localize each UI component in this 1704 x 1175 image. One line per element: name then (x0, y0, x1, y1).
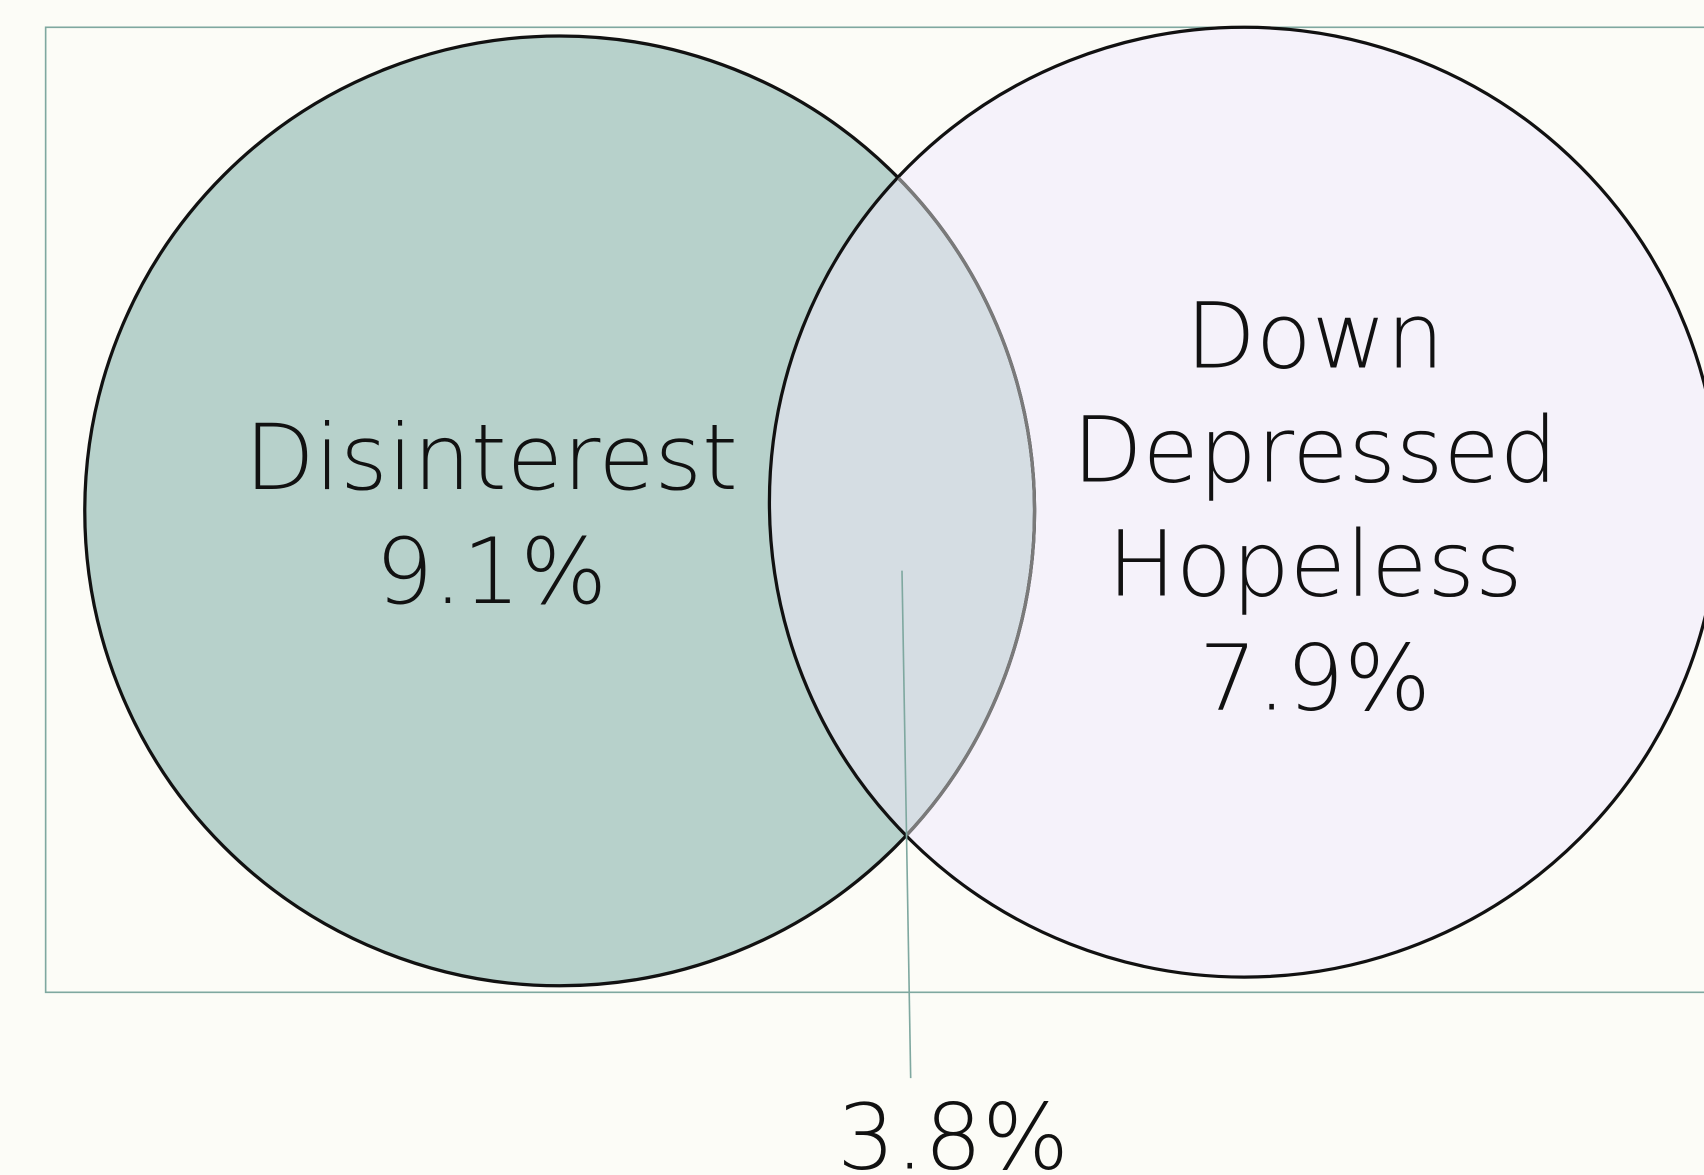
set-label: Hopeless (1107, 511, 1522, 618)
intersection-value: 3.8% (837, 1083, 1069, 1175)
set-label: Depressed (1072, 397, 1557, 504)
set-value: 9.1% (375, 518, 607, 625)
set-label: Disinterest (245, 404, 738, 511)
frame (44, 26, 1704, 994)
leader-line (901, 570, 912, 1079)
set-circle-right (769, 27, 1704, 977)
set-value: 7.9% (1199, 625, 1431, 732)
set-label: Down (1186, 282, 1445, 389)
set-outline-right (767, 25, 1704, 979)
set-outline-left-inner (770, 34, 1037, 977)
set-circle-left (84, 35, 1035, 986)
